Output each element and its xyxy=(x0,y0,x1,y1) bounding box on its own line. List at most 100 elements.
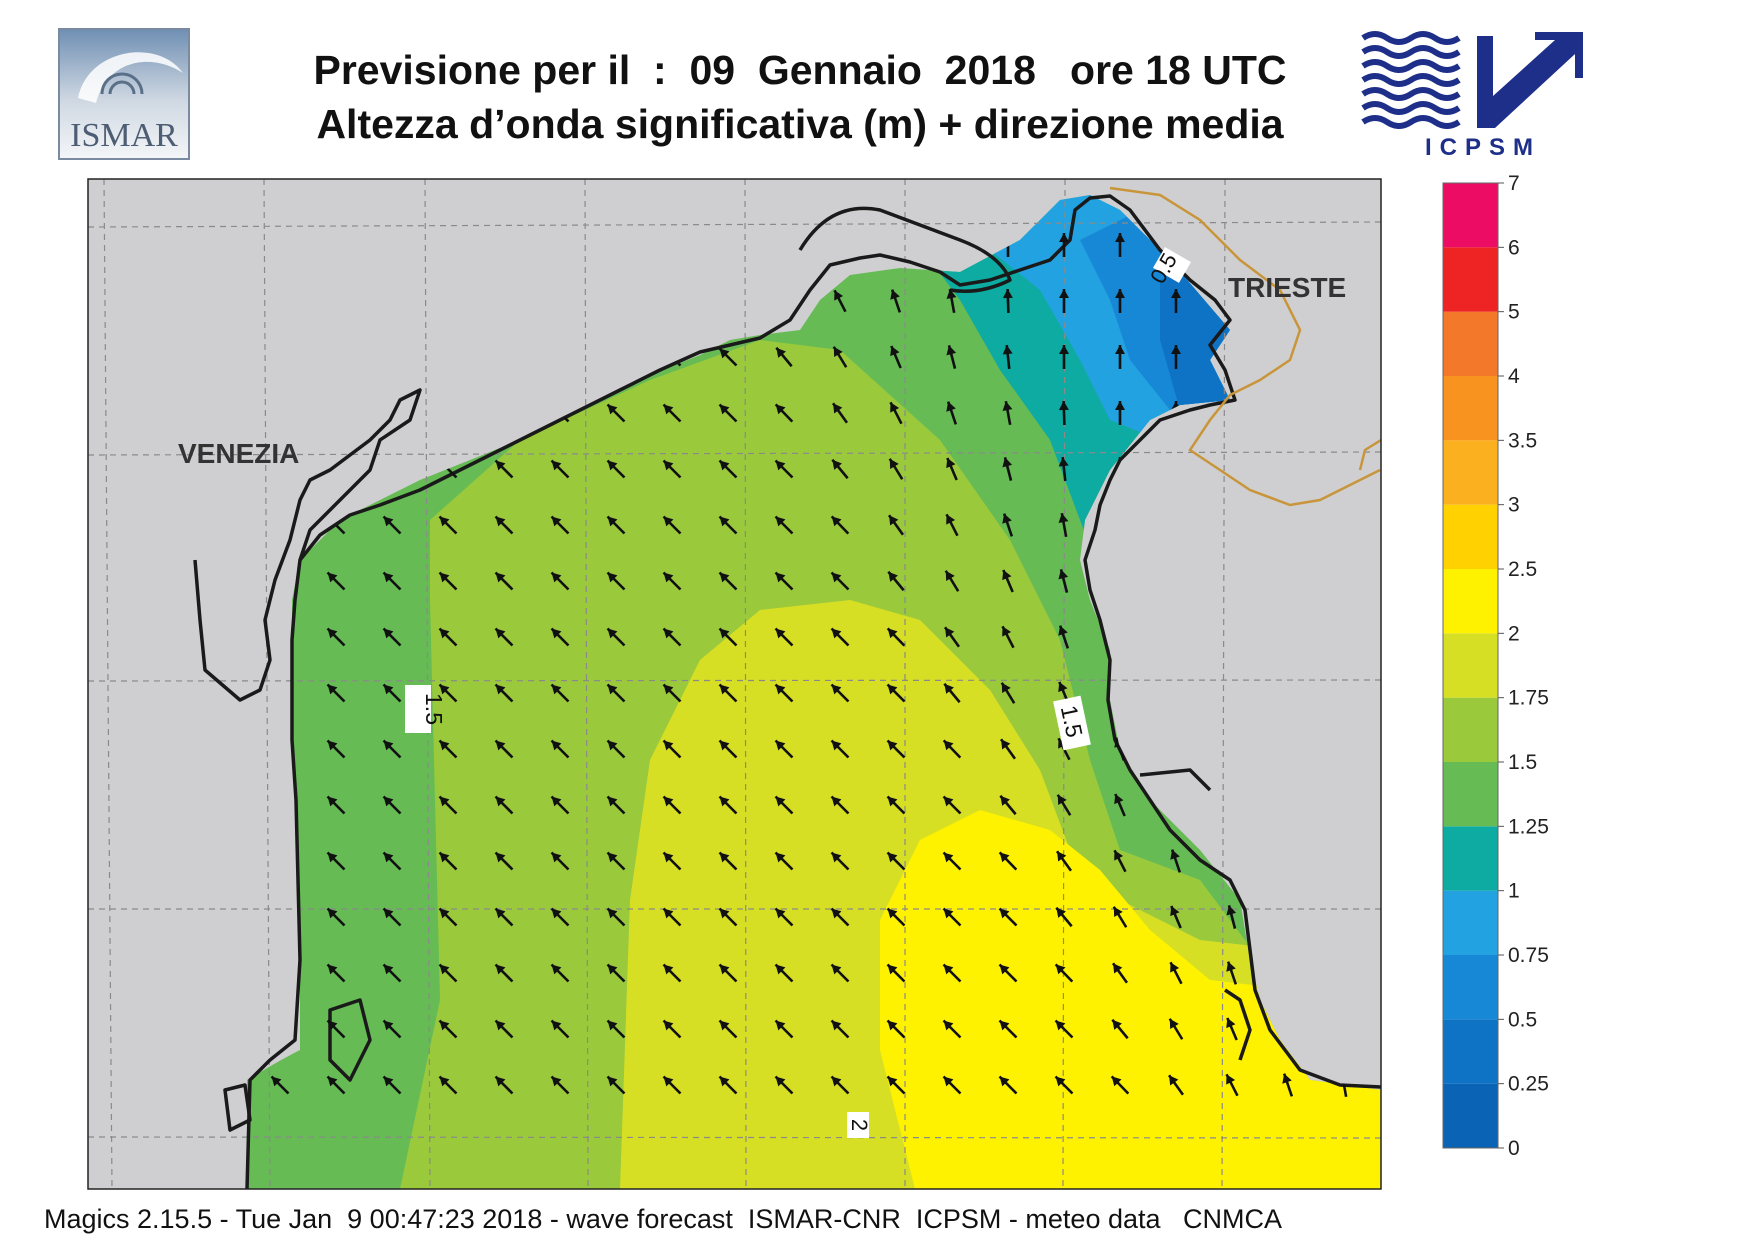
wave-direction-arrow xyxy=(890,289,902,313)
wave-direction-arrow xyxy=(326,683,346,703)
wave-direction-arrow xyxy=(942,851,962,871)
wave-direction-arrow xyxy=(942,907,962,927)
wave-direction-arrow xyxy=(942,739,962,759)
colorbar-tick-label: 1.5 xyxy=(1508,751,1537,774)
wave-direction-arrow xyxy=(550,851,570,871)
wave-direction-arrow xyxy=(1171,345,1181,369)
wave-direction-arrow xyxy=(662,515,682,535)
city-label-trieste: TRIESTE xyxy=(1228,272,1346,303)
wave-direction-arrow xyxy=(438,571,458,591)
wave-direction-arrow xyxy=(774,1019,794,1039)
contour-label-2: 2 xyxy=(847,1112,872,1138)
wave-direction-arrow xyxy=(774,907,794,927)
contour-label-1-5-west: 1.5 xyxy=(405,685,447,733)
wave-direction-arrow xyxy=(662,739,682,759)
wave-direction-arrow xyxy=(1002,457,1013,481)
wave-direction-arrow xyxy=(494,571,514,591)
wave-direction-arrow xyxy=(998,1075,1018,1095)
wave-direction-arrow xyxy=(662,1019,682,1039)
wave-direction-arrow xyxy=(1000,682,1016,704)
wave-direction-arrow xyxy=(833,289,847,313)
colorbar-tick-label: 6 xyxy=(1508,236,1520,259)
colorbar-tick-label: 5 xyxy=(1508,301,1520,324)
wave-direction-arrow xyxy=(494,851,514,871)
wave-direction-arrow xyxy=(887,514,905,536)
wave-direction-arrow xyxy=(494,739,514,759)
wave-direction-arrow xyxy=(382,963,402,983)
wave-direction-arrow xyxy=(718,347,738,367)
forecast-title-line2: Altezza d’onda significativa (m) + direz… xyxy=(316,101,1284,147)
wave-direction-arrow xyxy=(1054,1019,1074,1039)
band-2-to-2-5 xyxy=(880,810,1381,1189)
colorbar-segment xyxy=(1443,633,1498,698)
wave-direction-arrow xyxy=(946,457,958,481)
wave-direction-arrow xyxy=(942,1019,962,1039)
contour-label-1-5-west-text: 1.5 xyxy=(421,693,447,725)
wave-direction-arrow xyxy=(494,1019,514,1039)
wave-direction-arrow xyxy=(999,738,1017,760)
wave-direction-arrow xyxy=(1058,569,1069,593)
city-label-venezia: VENEZIA xyxy=(178,438,299,469)
wave-direction-arrow xyxy=(550,683,570,703)
wave-direction-arrow xyxy=(886,1019,906,1039)
wave-direction-arrow xyxy=(774,627,794,647)
wave-direction-arrow xyxy=(550,963,570,983)
wave-direction-arrow xyxy=(606,1019,626,1039)
wave-direction-arrow xyxy=(1058,456,1069,482)
wave-direction-arrow xyxy=(1001,625,1015,649)
colorbar-segment xyxy=(1443,826,1498,891)
wave-direction-arrow xyxy=(943,682,961,704)
wave-direction-arrow xyxy=(1058,400,1069,426)
wave-direction-arrow xyxy=(1112,906,1128,928)
wave-direction-arrow xyxy=(494,459,514,479)
wave-direction-arrow xyxy=(830,739,850,759)
wave-direction-arrow xyxy=(946,345,957,369)
wave-direction-arrow xyxy=(382,1075,402,1095)
wave-direction-arrow xyxy=(942,1075,962,1095)
wave-direction-arrow xyxy=(662,795,682,815)
wave-direction-arrow xyxy=(886,627,906,647)
colorbar-tick-label: 3.5 xyxy=(1508,429,1537,452)
wave-direction-arrow xyxy=(606,963,626,983)
wave-direction-arrow xyxy=(944,570,960,592)
wave-direction-arrow xyxy=(886,1075,906,1095)
wave-direction-arrow xyxy=(942,963,962,983)
wave-direction-arrow xyxy=(494,907,514,927)
wave-direction-arrow xyxy=(494,1075,514,1095)
colorbar-segment xyxy=(1443,697,1498,762)
wave-direction-arrow xyxy=(886,795,906,815)
wave-direction-arrow xyxy=(1226,905,1237,929)
ismar-logo-text: ISMAR xyxy=(70,117,178,154)
wave-direction-arrow xyxy=(382,683,402,703)
colorbar-segment xyxy=(1443,247,1498,312)
wave-direction-arrow xyxy=(998,851,1018,871)
wave-direction-arrow xyxy=(494,795,514,815)
wave-direction-arrow xyxy=(999,794,1017,816)
wave-direction-arrow xyxy=(830,795,850,815)
wave-direction-arrow xyxy=(550,571,570,591)
wave-direction-arrow xyxy=(1002,344,1013,370)
wave-direction-arrow xyxy=(550,627,570,647)
wave-direction-arrow xyxy=(438,627,458,647)
wave-direction-arrow xyxy=(326,963,346,983)
wave-direction-arrow xyxy=(438,795,458,815)
wave-direction-arrow xyxy=(886,963,906,983)
wave-direction-arrow xyxy=(886,739,906,759)
wave-direction-arrow xyxy=(886,907,906,927)
wave-direction-arrow xyxy=(946,288,957,314)
colorbar-segment xyxy=(1443,890,1498,955)
wave-direction-arrow xyxy=(1055,906,1073,928)
wave-direction-arrow xyxy=(662,627,682,647)
wave-direction-arrow xyxy=(550,1075,570,1095)
wave-direction-arrow xyxy=(830,571,850,591)
wave-direction-arrow xyxy=(606,739,626,759)
wave-direction-arrow xyxy=(830,851,850,871)
wave-direction-arrow xyxy=(1170,905,1182,929)
wave-direction-arrow xyxy=(718,459,738,479)
wave-direction-arrow xyxy=(382,1019,402,1039)
wave-direction-arrow xyxy=(718,795,738,815)
wave-direction-arrow xyxy=(1058,625,1070,649)
wave-direction-arrow xyxy=(606,459,626,479)
wave-direction-arrow xyxy=(438,683,458,703)
wave-direction-arrow xyxy=(662,403,682,423)
